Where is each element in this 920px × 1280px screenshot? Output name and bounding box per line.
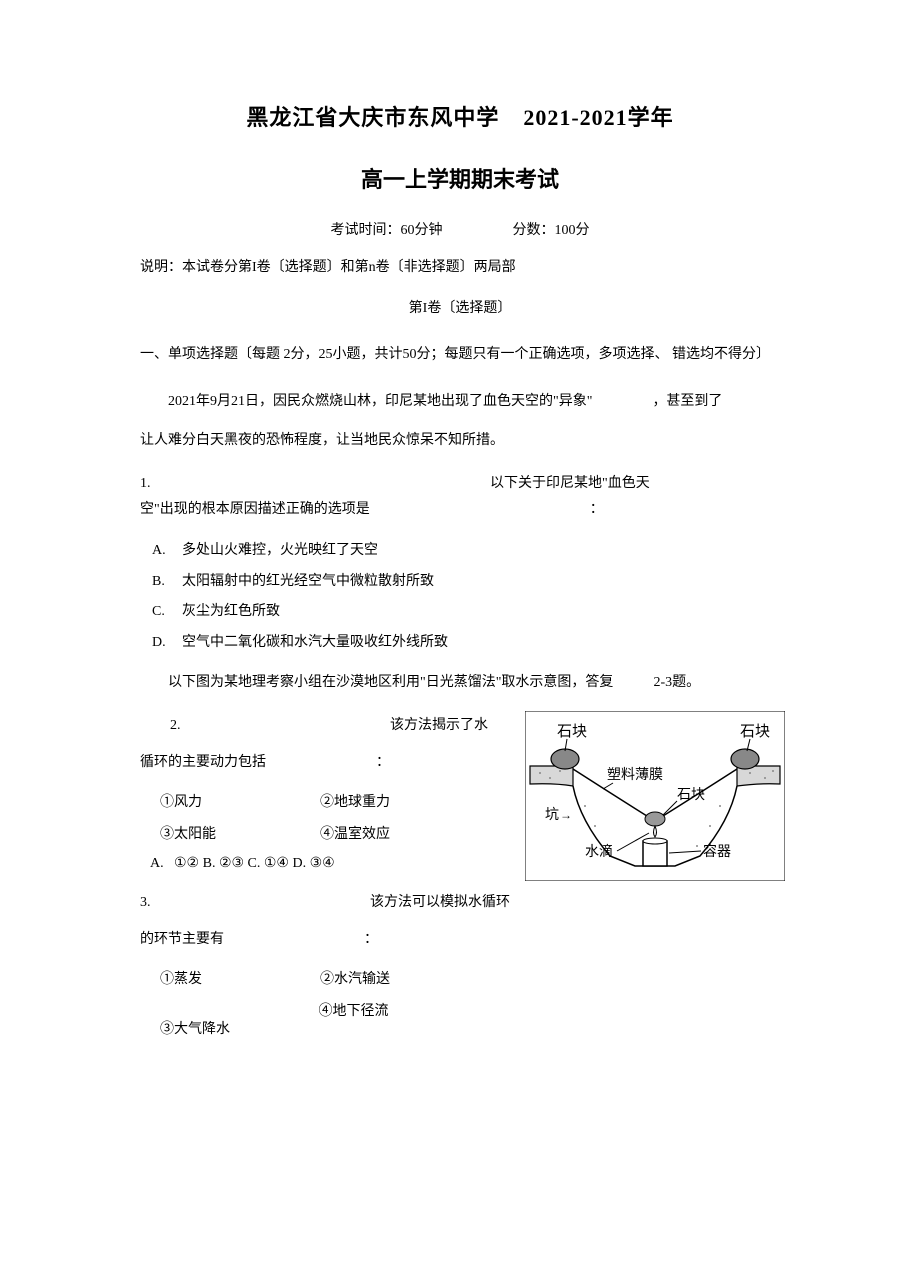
exam-meta: 考试时间：60分钟 分数：100分	[140, 219, 780, 239]
academic-year: 2021-2021学年	[523, 105, 673, 130]
exam-description: 说明：本试卷分第I卷〔选择题〕和第n卷〔非选择题〕两局部	[140, 257, 780, 279]
q3-choices-row1: ①蒸发②水汽输送	[140, 968, 780, 988]
q2-number: 2.	[170, 711, 390, 742]
title-line-1: 黑龙江省大庆市东风中学 2021-2021学年	[140, 100, 780, 132]
q1-text-line2: 空"出现的根本原因描述正确的选项是	[140, 502, 370, 517]
label-small-stone: 石块	[677, 787, 705, 803]
label-stone-left: 石块	[557, 723, 587, 740]
question-1: 1.以下关于印尼某地"血色天 空"出现的根本原因描述正确的选项是：	[140, 471, 780, 524]
q3-choices-row2: ③大气降水 ④地下径流	[140, 1000, 780, 1038]
q1-number: 1.	[140, 471, 490, 498]
q3-line2: 的环节主要有：	[140, 925, 780, 956]
distillation-diagram: 石块 石块 塑料薄膜 石块 坑 → 水滴 容器	[525, 711, 785, 881]
passage-2: 以下图为某地理考察小组在沙漠地区利用"日光蒸馏法"取水示意图，答复2-3题。	[140, 665, 780, 701]
q1-option-d: D.空气中二氧化碳和水汽大量吸收红外线所致	[140, 628, 780, 659]
question-3: 3.该方法可以模拟水循环	[140, 888, 780, 919]
section-title: 第I卷〔选择题〕	[140, 297, 780, 317]
question-2-block: 石块 石块 塑料薄膜 石块 坑 → 水滴 容器 2.该方法揭示了水 循环的主要动…	[140, 711, 780, 1037]
label-film: 塑料薄膜	[607, 767, 663, 783]
q1-option-a: A.多处山火难控，火光映红了天空	[140, 536, 780, 567]
section-instruction: 一、单项选择题〔每题 2分，25小题，共计50分；每题只有一个正确选项，多项选择…	[140, 337, 780, 373]
svg-text:→: →	[560, 808, 572, 822]
q3-number: 3.	[140, 888, 370, 919]
q1-option-c: C.灰尘为红色所致	[140, 597, 780, 628]
q1-text-right: 以下关于印尼某地"血色天	[490, 476, 650, 491]
label-drop: 水滴	[585, 843, 613, 860]
passage-1: 2021年9月21日，因民众燃烧山林，印尼某地出现了血色天空的"异象"，甚至到了	[140, 384, 780, 420]
exam-score: 分数：100分	[513, 223, 590, 238]
passage-1b: 让人难分白天黑夜的恐怖程度，让当地民众惊呆不知所措。	[140, 430, 780, 452]
label-stone-right: 石块	[740, 723, 770, 740]
label-container: 容器	[703, 843, 731, 860]
title-line-2: 高一上学期期末考试	[140, 162, 780, 194]
q1-option-b: B.太阳辐射中的红光经空气中微粒散射所致	[140, 567, 780, 598]
school-name: 黑龙江省大庆市东风中学	[246, 105, 499, 130]
exam-time: 考试时间：60分钟	[331, 223, 443, 238]
label-pit: 坑	[545, 807, 559, 823]
